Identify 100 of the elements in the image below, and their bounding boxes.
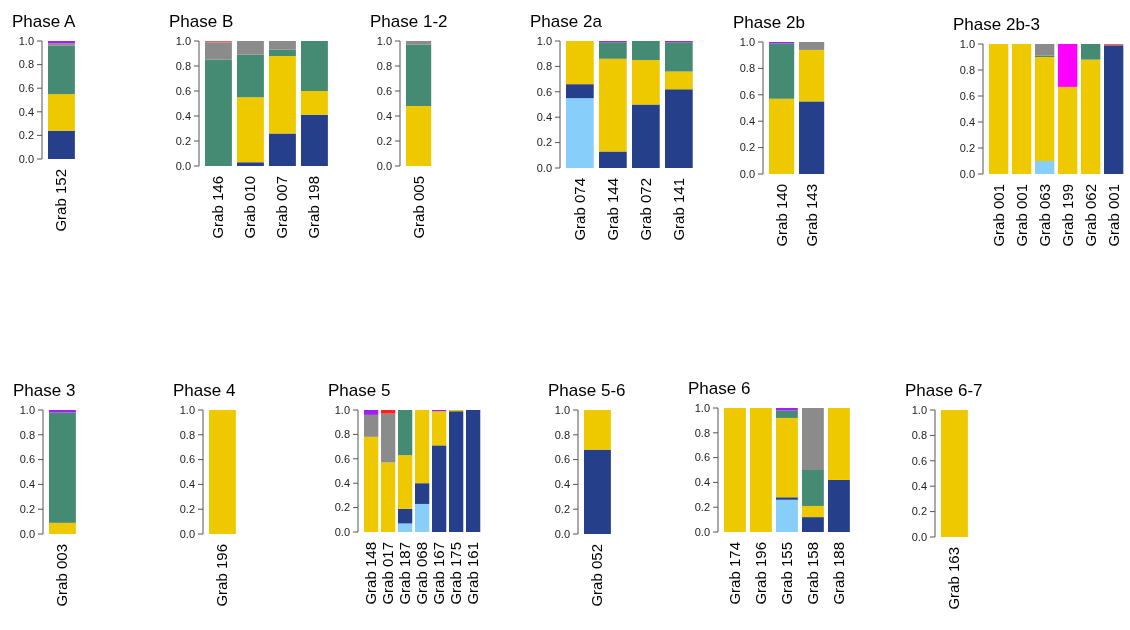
bar xyxy=(415,410,430,484)
y-tick-label: 0.6 xyxy=(536,85,552,98)
bar xyxy=(301,114,328,166)
y-tick-label: 1.0 xyxy=(959,37,975,50)
x-tick-label: Grab 074 xyxy=(570,178,588,241)
y-tick-label: 0.8 xyxy=(959,63,975,76)
y-tick-label: 0.2 xyxy=(334,501,350,514)
x-tick-label: Grab 174 xyxy=(725,542,743,605)
x-tick-label: Grab 007 xyxy=(273,176,291,239)
bar xyxy=(665,42,693,72)
x-tick-label: Grab 005 xyxy=(409,176,427,239)
bar xyxy=(269,56,296,134)
chart-title: Phase 5-6 xyxy=(548,381,626,400)
x-tick-label: Grab 163 xyxy=(945,547,963,610)
bar xyxy=(406,41,432,45)
x-tick-label: Grab 196 xyxy=(213,544,231,607)
bar xyxy=(381,462,396,532)
y-tick-label: 1.0 xyxy=(19,403,35,416)
y-tick-label: 1.0 xyxy=(376,34,392,47)
x-tick-label: Grab 175 xyxy=(447,542,465,605)
y-tick-label: 0.4 xyxy=(554,478,570,491)
bar xyxy=(632,104,660,168)
bar xyxy=(466,410,481,532)
y-tick-label: 0.2 xyxy=(18,129,34,142)
bar xyxy=(269,49,296,56)
bar xyxy=(566,84,594,99)
bar xyxy=(599,58,627,152)
y-tick-label: 0.0 xyxy=(554,527,570,540)
bar xyxy=(665,71,693,90)
y-tick-label: 0.8 xyxy=(554,428,570,441)
y-tick-label: 1.0 xyxy=(554,403,570,416)
bar xyxy=(364,410,379,415)
bar xyxy=(49,522,76,534)
bar xyxy=(381,413,396,463)
bar xyxy=(364,414,379,437)
y-tick-label: 0.0 xyxy=(376,159,392,172)
y-tick-label: 0.8 xyxy=(179,428,195,441)
x-tick-label: Grab 143 xyxy=(802,184,820,247)
x-tick-label: Grab 017 xyxy=(379,542,397,605)
chart-title: Phase 4 xyxy=(173,381,236,400)
y-tick-label: 0.0 xyxy=(179,527,195,540)
x-tick-label: Grab 141 xyxy=(669,178,687,241)
y-tick-label: 0.8 xyxy=(18,58,34,71)
x-tick-label: Grab 148 xyxy=(362,542,380,605)
bar xyxy=(205,59,232,166)
y-tick-label: 0.0 xyxy=(175,159,191,172)
x-tick-label: Grab 068 xyxy=(413,542,431,605)
y-tick-label: 0.4 xyxy=(739,115,755,128)
chart-title: Phase 1-2 xyxy=(370,12,448,31)
x-tick-label: Grab 062 xyxy=(1081,184,1099,247)
y-tick-label: 0.0 xyxy=(19,527,35,540)
bar xyxy=(1058,44,1078,87)
y-tick-label: 0.4 xyxy=(376,109,392,122)
y-tick-label: 1.0 xyxy=(18,34,34,47)
y-tick-label: 0.4 xyxy=(911,480,927,493)
chart-title: Phase 2b xyxy=(733,13,805,32)
y-tick-label: 1.0 xyxy=(911,403,927,416)
y-tick-label: 0.2 xyxy=(959,141,975,154)
bar xyxy=(269,41,296,50)
y-tick-label: 1.0 xyxy=(179,403,195,416)
y-tick-label: 0.2 xyxy=(911,505,927,518)
x-tick-label: Grab 196 xyxy=(751,542,769,605)
y-tick-label: 0.8 xyxy=(911,429,927,442)
y-tick-label: 1.0 xyxy=(175,34,191,47)
bar xyxy=(799,42,825,50)
bar xyxy=(802,517,824,532)
bar xyxy=(989,44,1009,174)
x-tick-label: Grab 003 xyxy=(53,544,71,607)
bar xyxy=(48,45,75,95)
bar xyxy=(724,408,746,532)
x-tick-label: Grab 001 xyxy=(989,184,1007,247)
y-tick-label: 0.8 xyxy=(376,59,392,72)
y-tick-label: 0.2 xyxy=(739,141,755,154)
y-tick-label: 0.0 xyxy=(694,525,710,538)
y-tick-label: 0.2 xyxy=(536,136,552,149)
bar xyxy=(802,505,824,518)
bar xyxy=(398,523,413,532)
bar xyxy=(237,97,264,163)
bar xyxy=(1035,57,1055,161)
y-tick-label: 0.0 xyxy=(911,530,927,543)
y-tick-label: 0.6 xyxy=(376,84,392,97)
bar xyxy=(1012,44,1032,174)
bar xyxy=(1058,86,1078,174)
y-tick-label: 1.0 xyxy=(536,34,552,47)
bar xyxy=(776,499,798,532)
y-tick-label: 0.0 xyxy=(18,152,34,165)
bar xyxy=(398,455,413,509)
x-tick-label: Grab 010 xyxy=(241,176,259,239)
y-tick-label: 0.6 xyxy=(18,82,34,95)
bar xyxy=(776,497,798,500)
y-tick-label: 0.6 xyxy=(739,88,755,101)
y-tick-label: 0.6 xyxy=(179,453,195,466)
bar xyxy=(799,101,825,174)
y-tick-label: 0.8 xyxy=(175,59,191,72)
x-tick-label: Grab 063 xyxy=(1035,184,1053,247)
bar xyxy=(566,41,594,85)
bar xyxy=(449,411,464,532)
bar xyxy=(48,130,75,159)
bar xyxy=(1104,45,1124,174)
y-tick-label: 0.4 xyxy=(175,109,191,122)
